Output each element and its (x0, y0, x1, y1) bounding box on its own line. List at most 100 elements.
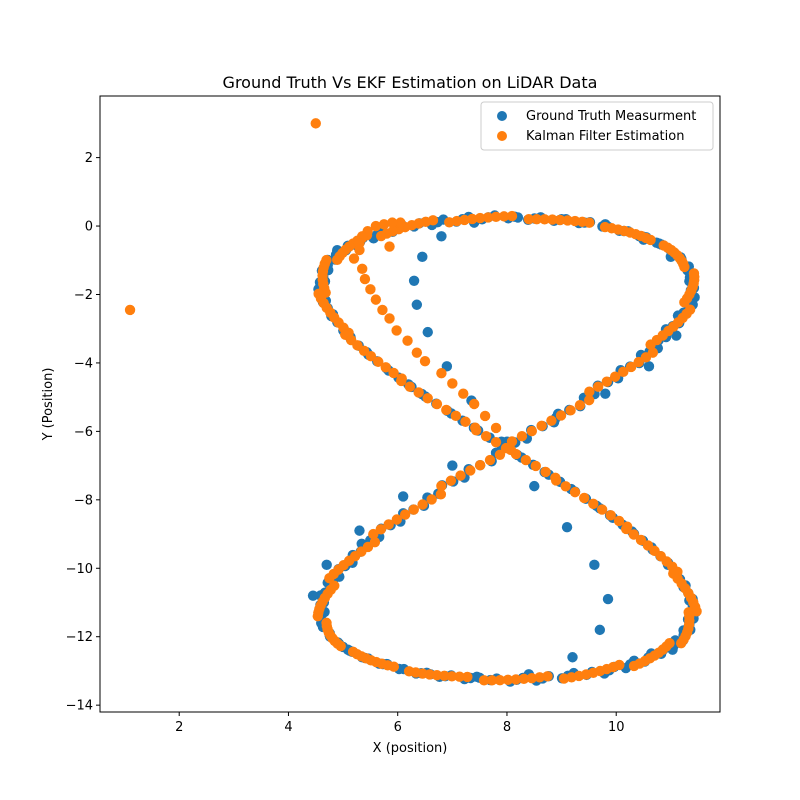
kalman-point (396, 375, 407, 387)
kalman-point (618, 366, 629, 378)
kalman-point (435, 489, 447, 500)
y-tick-label: −14 (66, 699, 93, 714)
kalman-point (601, 376, 612, 387)
kalman-point (417, 499, 428, 510)
kalman-point (467, 213, 478, 225)
kalman-point (459, 214, 470, 226)
kalman-point (583, 394, 595, 406)
ground-truth-point (594, 624, 606, 636)
kalman-point (484, 454, 496, 466)
y-tick-label: 0 (85, 220, 93, 235)
y-axis-ticks: 2 0 −2 −4 −6 −8 −10 −12 −14 (66, 151, 100, 714)
kalman-point (502, 674, 514, 686)
kalman-point (592, 381, 604, 392)
kalman-point (373, 356, 384, 367)
legend-marker-ground-truth (497, 111, 507, 121)
kalman-point (613, 515, 625, 527)
kalman-point (596, 504, 608, 515)
x-tick-label: 2 (175, 720, 183, 735)
kalman-point (402, 335, 413, 346)
ground-truth-point (602, 593, 614, 605)
x-tick-label: 8 (503, 720, 511, 735)
kalman-point (404, 381, 416, 392)
kalman-point (506, 436, 518, 447)
ground-truth-point (600, 388, 611, 399)
kalman-point (684, 304, 696, 315)
kalman-point (450, 410, 462, 422)
kalman-point (534, 672, 545, 683)
kalman-point (124, 304, 136, 316)
kalman-point (474, 212, 486, 224)
ground-truth-point (589, 559, 600, 571)
kalman-point (368, 528, 379, 540)
legend-label-ground-truth: Ground Truth Measurment (526, 109, 696, 124)
kalman-point (370, 294, 382, 305)
kalman-point (494, 449, 506, 461)
kalman-point (426, 494, 437, 505)
kalman-point (411, 347, 423, 358)
legend-label-kalman: Kalman Filter Estimation (526, 129, 684, 144)
kalman-point (546, 415, 557, 426)
kalman-point (628, 660, 640, 672)
kalman-point (530, 460, 541, 472)
y-axis-label: Y (Position) (41, 368, 56, 442)
kalman-point (329, 580, 340, 591)
ground-truth-point (529, 480, 540, 492)
kalman-point (369, 537, 381, 548)
legend: Ground Truth Measurment Kalman Filter Es… (480, 101, 714, 151)
kalman-point (388, 367, 399, 379)
kalman-point (458, 388, 469, 399)
legend-marker-kalman (497, 131, 507, 141)
kalman-point (403, 666, 415, 677)
kalman-point (387, 217, 398, 228)
ground-truth-point (397, 491, 409, 502)
legend-box (480, 101, 714, 151)
kalman-point (470, 425, 482, 436)
kalman-point (494, 674, 506, 686)
y-tick-label: 2 (85, 151, 93, 166)
kalman-point (688, 268, 700, 279)
kalman-point (609, 371, 621, 382)
kalman-point (523, 214, 535, 225)
kalman-point (539, 214, 550, 225)
kalman-point (554, 214, 566, 226)
kalman-point (375, 230, 387, 242)
kalman-point (480, 431, 492, 442)
kalman-point (375, 524, 387, 535)
kalman-point (478, 675, 490, 686)
kalman-point (510, 448, 522, 460)
kalman-point (391, 514, 403, 525)
kalman-point (399, 509, 411, 520)
kalman-point (391, 325, 402, 336)
kalman-point (444, 217, 455, 228)
kalman-point (647, 347, 659, 358)
kalman-point (547, 214, 558, 225)
kalman-series (124, 118, 702, 686)
kalman-point (357, 263, 368, 275)
kalman-point (365, 351, 377, 362)
kalman-point (625, 361, 637, 373)
kalman-point (384, 313, 395, 324)
kalman-point (565, 405, 576, 416)
x-axis-label: X (position) (373, 741, 448, 756)
kalman-point (560, 481, 571, 492)
y-tick-label: −2 (74, 288, 93, 303)
y-tick-label: −10 (66, 562, 93, 577)
kalman-point (436, 480, 447, 492)
kalman-point (569, 486, 581, 498)
kalman-point (605, 510, 616, 521)
ground-truth-point (447, 460, 458, 471)
kalman-point (370, 220, 382, 232)
ground-truth-point (321, 559, 332, 571)
kalman-point (462, 671, 473, 683)
kalman-point (380, 362, 391, 373)
kalman-point (628, 529, 639, 540)
plot-frame (99, 95, 721, 713)
kalman-point (310, 118, 321, 129)
ground-truth-point (422, 326, 433, 338)
kalman-point (555, 410, 567, 421)
kalman-point (445, 475, 457, 486)
x-tick-label: 6 (394, 720, 402, 735)
kalman-point (675, 637, 687, 649)
kalman-point (482, 212, 494, 223)
